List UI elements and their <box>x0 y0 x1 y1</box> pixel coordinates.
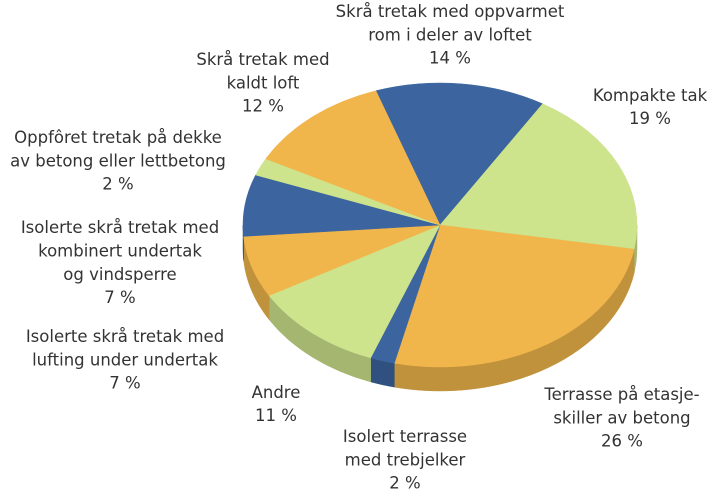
pie-slice <box>394 224 635 368</box>
value-label: 7 % <box>104 288 135 307</box>
label-line: skiller av betong <box>553 408 690 427</box>
label-line: Isolerte skrå tretak med <box>26 327 224 346</box>
label-line: rom i deler av loftet <box>368 25 532 44</box>
value-label: 7 % <box>109 374 140 393</box>
slice-label: Isolerte skrå tretak med lufting under un… <box>26 327 224 370</box>
value-label: 19 % <box>629 109 671 128</box>
slice-label: Andre <box>252 383 301 402</box>
slice-label: Kompakte tak <box>593 86 708 105</box>
value-label: 2 % <box>102 175 133 194</box>
label-line: og vindsperre <box>63 265 176 284</box>
label-line: Andre <box>252 383 301 402</box>
slice-label: Isolerte skrå tretak med kombinert undert… <box>21 218 219 284</box>
slice-label: Skrå tretak med oppvarmet rom i deler av … <box>336 2 565 45</box>
label-line: Isolert terrasse <box>343 427 467 446</box>
slice-label: Oppfôret tretak på dekke av betong eller … <box>10 128 226 171</box>
label-line: Isolerte skrå tretak med <box>21 218 219 237</box>
label-line: kombinert undertak <box>38 241 202 260</box>
pie-slice <box>375 82 544 226</box>
label-line: med trebjelker <box>345 450 466 469</box>
pie-slice <box>265 90 441 226</box>
pie-slice <box>268 224 441 359</box>
label-line: Skrå tretak med <box>196 50 329 69</box>
pie-tops <box>242 82 638 368</box>
value-label: 11 % <box>255 406 297 425</box>
value-label: 14 % <box>429 49 471 68</box>
label-line: Kompakte tak <box>593 86 708 105</box>
value-label: 26 % <box>601 432 643 451</box>
label-line: av betong eller lettbetong <box>10 151 226 170</box>
slice-label: Skrå tretak med kaldt loft <box>196 50 329 93</box>
label-line: lufting under undertak <box>32 350 218 369</box>
slice-label: Terrasse på etasje-skiller av betong <box>543 385 699 428</box>
slice-label: Isolert terrasse med trebjelker <box>343 427 467 470</box>
label-line: kaldt loft <box>227 73 300 92</box>
value-label: 2 % <box>389 474 420 491</box>
label-line: Terrasse på etasje- <box>543 385 699 404</box>
value-label: 12 % <box>242 97 284 116</box>
label-line: Skrå tretak med oppvarmet <box>336 2 565 21</box>
pie-slice <box>439 103 638 250</box>
label-line: Oppfôret tretak på dekke <box>14 128 222 147</box>
